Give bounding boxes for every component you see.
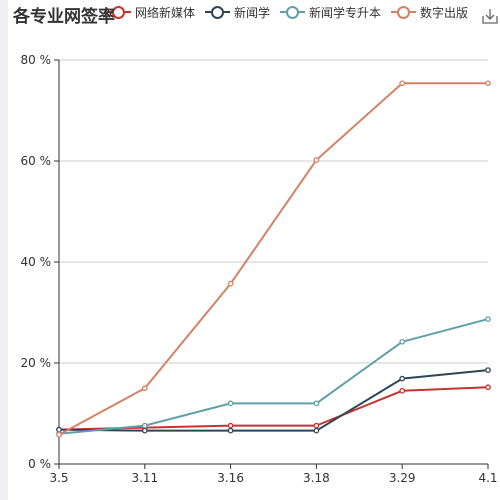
legend-item-0[interactable]: 网络新媒体 [106,4,195,21]
grid-lines [59,59,488,364]
series-line-2 [58,318,489,435]
series-1-point-3 [313,427,320,434]
series-0-point-5 [485,384,491,391]
series-3-point-1 [141,385,148,392]
legend-label-3: 数字出版 [420,5,469,20]
y-tick-label-3: 60 % [21,154,52,168]
series-0-point-4 [399,387,406,394]
axes [54,59,489,469]
y-tick-label-2: 40 % [21,255,52,269]
y-tick-label-0: 0 % [28,457,51,471]
series-0-point-3 [313,422,320,429]
legend-swatch-0 [106,5,131,19]
x-tick-label-0: 3.5 [49,471,68,485]
legend: 网络新媒体 新闻学 新闻学专升本 数字出版 [106,2,478,22]
series-3-point-4 [399,80,406,87]
series-2-point-3 [313,400,320,407]
x-tick-label-2: 3.16 [217,471,244,485]
legend-label-2: 新闻学专升本 [309,5,382,20]
tick-labels: 0 % 20 % 40 % 60 % 80 % 3.5 3.11 3.16 3.18 3.29 4.… [21,53,498,485]
series-1-point-1 [141,427,148,434]
download-icon-glyph [482,9,498,24]
legend-item-3[interactable]: 数字出版 [391,4,468,21]
series-3-point-3 [313,157,320,163]
series-3-point-0 [56,431,62,438]
series-layer [56,80,491,438]
legend-swatch-2 [280,5,306,19]
series-line-1 [58,369,489,432]
series-line-3 [58,82,488,436]
y-tick-label-1: 20 % [21,356,52,370]
series-0-point-2 [227,422,234,429]
x-tick-label-5: 4.1 [478,471,497,485]
series-1-point-5 [485,367,491,373]
y-tick-label-4: 80 % [21,53,52,67]
series-2-point-2 [227,400,234,407]
legend-swatch-1 [205,5,231,19]
chart-title: 各专业网签率 [13,7,115,27]
legend-item-2[interactable]: 新闻学专升本 [280,4,381,21]
series-1-point-2 [227,427,234,434]
series-3-point-2 [227,280,234,287]
x-tick-label-4: 3.29 [389,471,416,485]
series-2-point-4 [399,338,406,345]
series-1-point-4 [399,375,406,382]
x-tick-label-1: 3.11 [131,471,158,485]
series-2-point-5 [485,316,491,322]
x-tick-label-3: 3.18 [303,471,330,485]
legend-item-1[interactable]: 新闻学 [205,4,270,21]
download-icon[interactable] [482,8,498,24]
left-edge-bar [0,0,8,500]
series-line-0 [58,386,489,431]
series-2-point-1 [141,422,148,429]
legend-swatch-3 [391,5,417,19]
legend-label-0: 网络新媒体 [135,5,196,20]
legend-label-1: 新闻学 [234,5,271,20]
series-3-point-5 [485,80,491,87]
